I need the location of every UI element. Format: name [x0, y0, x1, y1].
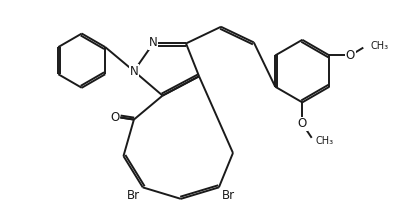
Text: O: O — [346, 49, 355, 62]
Text: CH₃: CH₃ — [316, 136, 334, 147]
Text: CH₃: CH₃ — [370, 41, 388, 51]
Text: O: O — [297, 117, 307, 130]
Text: Br: Br — [127, 189, 140, 202]
Text: N: N — [129, 65, 138, 78]
Text: Br: Br — [222, 189, 235, 202]
Text: O: O — [111, 111, 120, 124]
Text: N: N — [149, 36, 158, 49]
